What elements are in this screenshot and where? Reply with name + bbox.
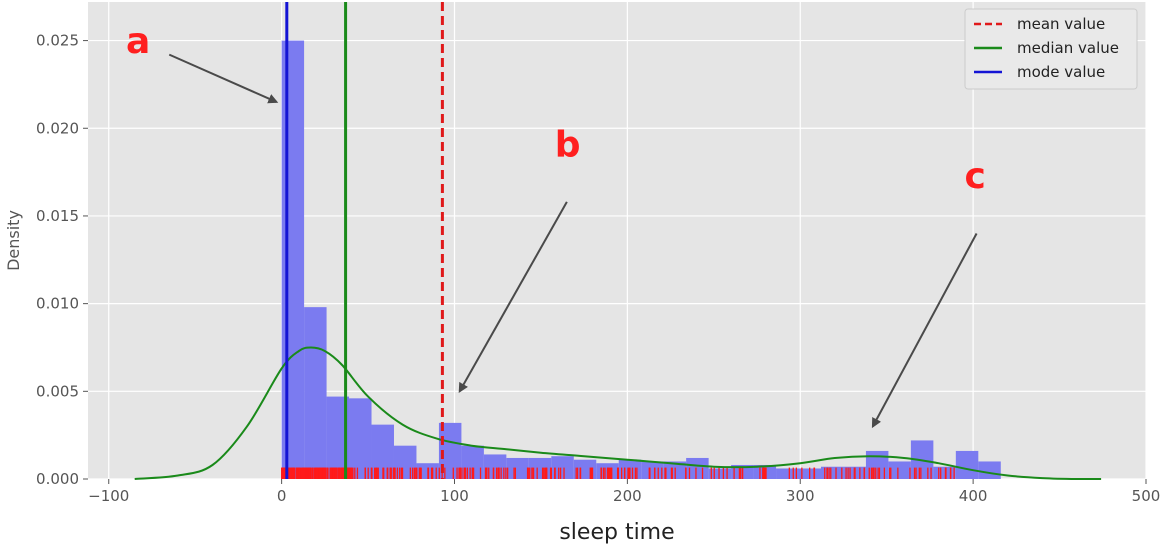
y-axis-label: Density	[4, 210, 23, 271]
histogram-bar	[438, 422, 462, 479]
y-tick-label: 0.020	[36, 119, 79, 137]
x-tick-label: 100	[440, 487, 469, 505]
annotations: a b c	[126, 21, 986, 429]
y-tick-label: 0.025	[36, 32, 79, 50]
annotation-label: c	[964, 156, 985, 197]
histogram-bar	[955, 450, 979, 479]
x-tick-label: 500	[1132, 487, 1161, 505]
y-tick-label: 0.000	[36, 470, 79, 488]
rug-marks	[281, 467, 955, 479]
histogram-bar	[551, 456, 574, 479]
histogram-bar	[978, 461, 1001, 479]
x-tick-label: −100	[88, 487, 129, 505]
x-tick-label: 200	[613, 487, 642, 505]
histogram-bar	[304, 307, 327, 479]
grid-lines	[88, 2, 1147, 480]
y-tick-label: 0.010	[36, 295, 79, 313]
legend-entry: mode value	[1017, 63, 1105, 81]
legend-entry: median value	[1017, 39, 1119, 57]
histogram-bar	[708, 468, 732, 479]
annotation-arrow	[168, 53, 279, 104]
histogram-bar	[888, 461, 911, 479]
annotation-label: a	[126, 21, 150, 62]
histogram-bar	[371, 424, 394, 479]
y-axis-ticks: 0.000 0.005 0.010 0.015 0.020 0.025	[36, 32, 88, 488]
annotation-arrow	[458, 201, 568, 394]
legend-box	[964, 8, 1138, 90]
histogram-bar	[641, 461, 664, 479]
histogram-bar	[326, 396, 350, 479]
y-tick-label: 0.015	[36, 207, 79, 225]
histogram-bar	[506, 457, 529, 479]
x-axis-label: sleep time	[559, 520, 674, 545]
annotation-arrow	[871, 233, 978, 429]
legend-entry: mean value	[1017, 15, 1105, 33]
annotation-label: b	[555, 124, 581, 165]
legend: mean value median value mode value	[964, 8, 1138, 90]
x-tick-label: 300	[786, 487, 815, 505]
kde-curve	[134, 346, 1102, 481]
x-tick-label: 0	[277, 487, 287, 505]
histogram-bar	[933, 466, 956, 479]
y-tick-label: 0.005	[36, 382, 79, 400]
histogram-bar	[776, 468, 799, 479]
reference-lines	[285, 2, 444, 479]
histogram-bar	[349, 398, 372, 479]
x-tick-label: 400	[959, 487, 988, 505]
histogram-bar	[281, 40, 305, 480]
x-axis-ticks: −100 0 100 200 300 400 500	[88, 479, 1160, 505]
